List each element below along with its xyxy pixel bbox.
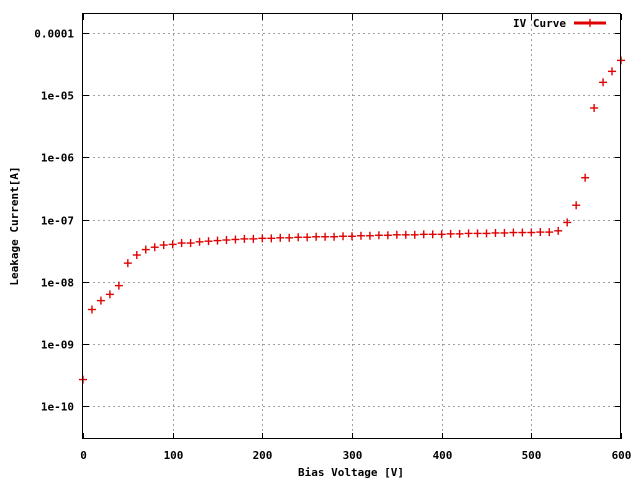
- data-point: [330, 232, 339, 241]
- data-point: [141, 245, 150, 254]
- x-tick-label: 600: [612, 449, 632, 462]
- data-point: [365, 231, 374, 240]
- data-point: [392, 230, 401, 239]
- data-point: [383, 231, 392, 240]
- data-point: [105, 290, 114, 299]
- data-point: [536, 228, 545, 237]
- data-point: [590, 103, 599, 112]
- data-point: [356, 231, 365, 240]
- data-point: [114, 281, 123, 290]
- data-point: [563, 218, 572, 227]
- data-points: [79, 56, 625, 384]
- y-tick-labels: 1e-10 1e-09 1e-08 1e-07 1e-06 1e-05 0.0001: [34, 28, 74, 414]
- data-point: [195, 237, 204, 246]
- data-point: [491, 228, 500, 237]
- x-axis-label: Bias Voltage [V]: [298, 466, 404, 479]
- data-point: [527, 228, 536, 237]
- data-point: [258, 234, 267, 243]
- data-point: [455, 229, 464, 238]
- y-tick-label: 1e-07: [41, 215, 74, 228]
- x-tick-label: 0: [80, 449, 87, 462]
- legend-label: IV Curve: [513, 17, 566, 30]
- data-point: [150, 243, 159, 252]
- data-point: [159, 241, 168, 250]
- x-tick-label: 200: [253, 449, 273, 462]
- data-point: [545, 228, 554, 237]
- data-point: [276, 233, 285, 242]
- data-point: [87, 305, 96, 314]
- data-point: [321, 232, 330, 241]
- x-tick-label: 400: [433, 449, 453, 462]
- data-point: [473, 229, 482, 238]
- y-tick-label: 1e-09: [41, 339, 74, 352]
- data-point: [599, 78, 608, 87]
- grid-lines: [83, 14, 621, 439]
- legend: IV Curve: [513, 17, 606, 30]
- data-point: [213, 236, 222, 245]
- legend-marker-plus: [586, 19, 594, 27]
- data-point: [437, 230, 446, 239]
- data-point: [554, 226, 563, 235]
- data-point: [267, 234, 276, 243]
- data-point: [231, 235, 240, 244]
- data-point: [401, 230, 410, 239]
- data-point: [348, 232, 356, 241]
- x-tick-label: 500: [522, 449, 542, 462]
- data-point: [123, 259, 132, 268]
- x-tick-label: 100: [164, 449, 184, 462]
- data-point: [581, 173, 590, 182]
- data-point: [572, 201, 581, 210]
- y-tick-label: 1e-05: [41, 90, 74, 103]
- x-tick-label: 300: [343, 449, 363, 462]
- y-axis-label: Leakage Current[A]: [8, 166, 21, 285]
- data-point: [419, 230, 428, 239]
- y-tick-label: 1e-08: [41, 277, 74, 290]
- data-point: [410, 230, 419, 239]
- data-point: [186, 239, 195, 248]
- data-point: [294, 233, 303, 242]
- data-point: [249, 234, 258, 243]
- data-point: [608, 67, 617, 76]
- data-point: [312, 232, 321, 241]
- y-tick-label: 0.0001: [34, 28, 74, 41]
- data-point: [132, 251, 141, 260]
- data-point: [446, 229, 455, 238]
- data-point: [428, 230, 437, 239]
- data-point: [285, 233, 294, 242]
- data-point: [96, 296, 105, 305]
- data-point: [240, 234, 249, 243]
- data-point: [222, 236, 231, 245]
- data-point: [168, 240, 177, 249]
- legend-marker: [586, 19, 594, 27]
- data-point: [518, 228, 527, 237]
- data-point: [509, 228, 518, 237]
- data-point: [464, 229, 473, 238]
- data-point: [374, 231, 383, 240]
- x-tick-labels: 0 100 200 300 400 500 600: [80, 449, 631, 462]
- data-point: [339, 232, 348, 241]
- data-point: [204, 237, 213, 246]
- data-point: [303, 233, 312, 242]
- y-tick-label: 1e-10: [41, 401, 74, 414]
- y-tick-label: 1e-06: [41, 152, 74, 165]
- data-point: [482, 229, 491, 238]
- plot-frame: [82, 13, 621, 439]
- data-point: [500, 228, 509, 237]
- data-point: [177, 239, 186, 248]
